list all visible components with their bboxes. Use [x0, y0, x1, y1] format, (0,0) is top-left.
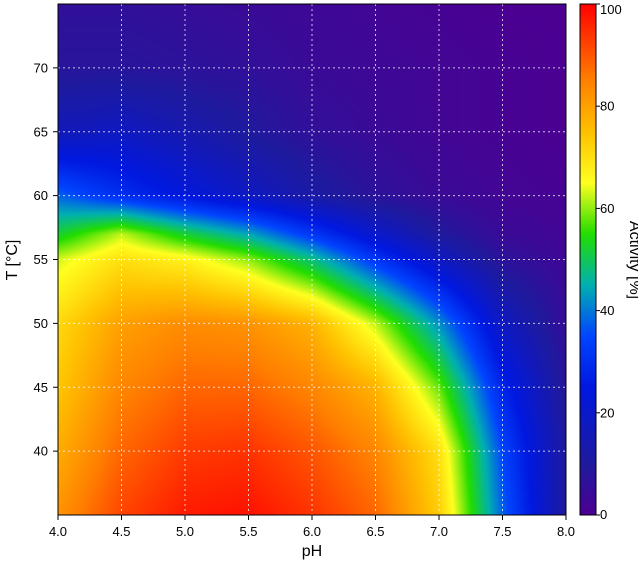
y-tick-label: 45 — [34, 380, 48, 395]
colorbar — [579, 3, 597, 516]
x-tick-label: 5.0 — [176, 524, 194, 539]
x-tick-label: 4.5 — [112, 524, 130, 539]
y-tick-label: 50 — [34, 316, 48, 331]
x-axis: 4.0 4.5 5.0 5.5 6.0 6.5 7.0 7.5 8.0 — [49, 515, 575, 539]
colorbar-tick-label: 40 — [600, 303, 614, 318]
y-axis: 40 45 50 55 60 65 70 — [34, 60, 58, 459]
grid — [58, 4, 566, 515]
y-tick-label: 55 — [34, 252, 48, 267]
colorbar-tick-label: 20 — [600, 405, 614, 420]
x-tick-label: 8.0 — [557, 524, 575, 539]
x-axis-title: pH — [302, 543, 322, 560]
colorbar-axis: 0 20 40 60 80 100 — [596, 2, 622, 522]
colorbar-title: Activity [%] — [626, 221, 638, 299]
colorbar-tick-label: 80 — [600, 99, 614, 114]
y-axis-title: T [°C] — [4, 240, 21, 281]
colorbar-tick-label: 100 — [600, 2, 622, 17]
x-tick-label: 7.5 — [493, 524, 511, 539]
x-tick-label: 4.0 — [49, 524, 67, 539]
x-tick-label: 5.5 — [239, 524, 257, 539]
y-tick-label: 40 — [34, 444, 48, 459]
colorbar-tick-label: 60 — [600, 201, 614, 216]
x-tick-label: 6.0 — [303, 524, 321, 539]
y-tick-label: 65 — [34, 124, 48, 139]
y-tick-label: 60 — [34, 188, 48, 203]
y-tick-label: 70 — [34, 60, 48, 75]
x-tick-label: 7.0 — [430, 524, 448, 539]
colorbar-tick-label: 0 — [600, 507, 607, 522]
x-tick-label: 6.5 — [366, 524, 384, 539]
